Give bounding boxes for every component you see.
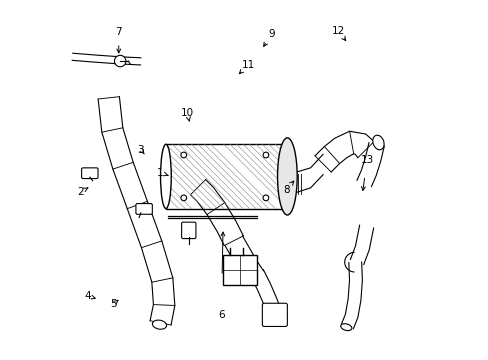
Text: 11: 11 — [241, 60, 254, 70]
Ellipse shape — [277, 138, 297, 215]
Ellipse shape — [340, 324, 351, 330]
Circle shape — [181, 195, 186, 201]
Circle shape — [181, 152, 186, 158]
FancyBboxPatch shape — [136, 203, 152, 214]
Text: 5: 5 — [109, 299, 116, 309]
Text: 1: 1 — [157, 168, 163, 178]
Circle shape — [263, 195, 268, 201]
Text: 9: 9 — [267, 29, 274, 39]
Text: 13: 13 — [360, 156, 373, 165]
Text: 7: 7 — [115, 27, 122, 37]
FancyBboxPatch shape — [181, 222, 196, 239]
Text: 2: 2 — [78, 187, 84, 197]
Text: 4: 4 — [84, 291, 91, 301]
Ellipse shape — [160, 144, 171, 208]
Ellipse shape — [152, 320, 166, 329]
Text: 8: 8 — [283, 185, 289, 195]
Text: 6: 6 — [218, 310, 224, 320]
Circle shape — [263, 152, 268, 158]
Circle shape — [114, 55, 125, 67]
Text: 12: 12 — [331, 26, 344, 36]
Text: 3: 3 — [137, 145, 144, 155]
Ellipse shape — [372, 135, 384, 150]
Text: 10: 10 — [181, 108, 194, 118]
Bar — [223, 255, 257, 285]
FancyBboxPatch shape — [81, 168, 98, 179]
FancyBboxPatch shape — [262, 303, 287, 327]
Bar — [165, 144, 287, 208]
